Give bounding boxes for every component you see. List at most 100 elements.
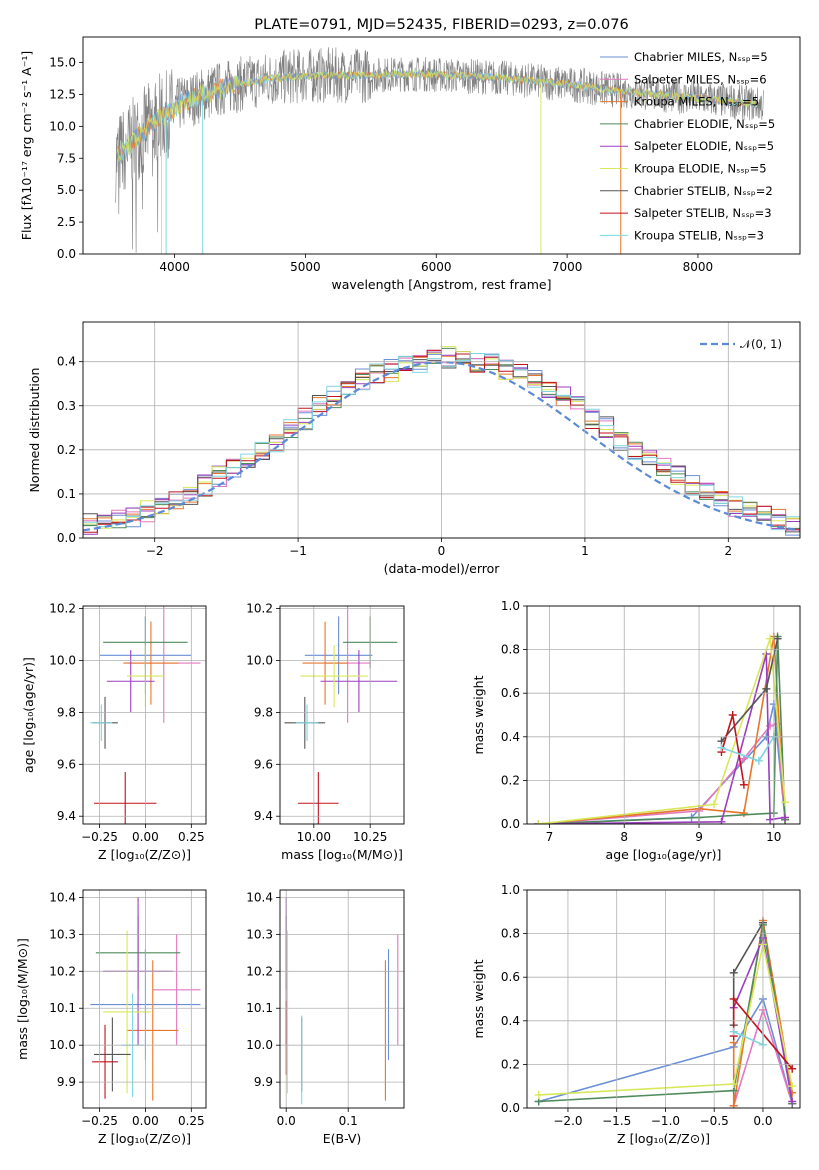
y-tick-label: 2.5 — [57, 215, 76, 229]
plot-area — [115, 47, 764, 254]
x-tick-label: 0.25 — [178, 1114, 205, 1128]
x-tick-label: 6000 — [421, 260, 452, 274]
y-tick-label: 9.4 — [57, 809, 76, 823]
x-tick-label: 0.0 — [277, 1114, 296, 1128]
y-tick-label: 10.0 — [49, 119, 76, 133]
panel-5: −0.25 0.00 0.25 9.9 10.0 10.1 10.2 10.3 10.4 Z [l… — [15, 889, 207, 1146]
y-tick-label: 9.8 — [254, 705, 273, 719]
y-tick-label: 9.4 — [254, 809, 273, 823]
x-tick-label: 9 — [695, 830, 703, 844]
y-tick-label: 5.0 — [57, 183, 76, 197]
x-axis-label: Z [log₁₀(Z/Z⊙)] — [98, 1131, 191, 1146]
legend-entry: 𝒩(0, 1) — [740, 337, 782, 351]
x-tick-label: −1.5 — [602, 1114, 631, 1128]
axes-frame — [82, 36, 801, 255]
legend-entry: Kroupa STELIB, Nₛₛₚ=3 — [634, 228, 764, 242]
mass-weight-line — [538, 636, 786, 824]
plot-area — [534, 632, 790, 824]
y-axis-label: mass weight — [471, 675, 486, 754]
x-tick-label: 10.25 — [353, 830, 387, 844]
y-tick-label: 0.0 — [57, 531, 76, 545]
legend-entry: Chabrier MILES, Nₛₛₚ=5 — [634, 50, 768, 64]
legend: Chabrier MILES, Nₛₛₚ=5 Salpeter MILES, Nₛ… — [600, 50, 775, 242]
x-tick-label: 1 — [581, 544, 589, 558]
y-tick-label: 9.6 — [254, 757, 273, 771]
y-tick-label: 10.4 — [49, 890, 76, 904]
y-tick-label: 0.2 — [57, 443, 76, 457]
y-tick-label: 9.9 — [57, 1075, 76, 1089]
y-tick-label: 0.1 — [57, 487, 76, 501]
legend-entry: Kroupa MILES, Nₛₛₚ=5 — [634, 95, 759, 109]
y-tick-label: 15.0 — [49, 56, 76, 70]
x-tick-label: 2 — [724, 544, 732, 558]
x-tick-label: −2 — [146, 544, 164, 558]
y-tick-label: 0.3 — [57, 399, 76, 413]
axes-frame — [279, 889, 405, 1109]
x-tick-label: 0.25 — [178, 830, 205, 844]
x-axis-label: (data-model)/error — [384, 561, 501, 576]
x-tick-label: −1.0 — [651, 1114, 680, 1128]
x-tick-label: 7 — [546, 830, 554, 844]
plot-area — [285, 897, 399, 1105]
model-spectrum-line — [116, 69, 758, 162]
x-tick-label: 8000 — [683, 260, 714, 274]
y-axis-label: Normed distribution — [27, 368, 42, 493]
legend-entry: Chabrier STELIB, Nₛₛₚ=2 — [634, 184, 773, 198]
mass-weight-line — [538, 636, 786, 824]
x-tick-label: 0.00 — [132, 1114, 159, 1128]
y-tick-label: 12.5 — [49, 87, 76, 101]
x-axis-label: wavelength [Angstrom, rest frame] — [331, 277, 551, 292]
legend-entry: Kroupa ELODIE, Nₛₛₚ=5 — [634, 162, 767, 176]
x-tick-label: −1 — [289, 544, 307, 558]
x-tick-label: 4000 — [159, 260, 190, 274]
mass-weight-line — [538, 722, 786, 824]
x-tick-label: 0 — [438, 544, 446, 558]
y-tick-label: 0.2 — [501, 773, 520, 787]
mass-weight-line — [538, 653, 786, 824]
x-tick-label: −0.25 — [81, 830, 118, 844]
x-tick-label: 0.1 — [339, 1114, 358, 1128]
y-tick-label: 0.6 — [501, 970, 520, 984]
y-axis-label: mass [log₁₀(M/M⊙)] — [15, 938, 30, 1060]
y-tick-label: 0.6 — [501, 686, 520, 700]
chart-title: PLATE=0791, MJD=52435, FIBERID=0293, z=0… — [254, 17, 628, 33]
y-axis-label: age [log₁₀(age/yr)] — [21, 657, 36, 773]
y-tick-label: 9.9 — [254, 1075, 273, 1089]
axes-frame — [82, 889, 207, 1109]
x-tick-label: −2.0 — [553, 1114, 582, 1128]
x-tick-label: 0.0 — [753, 1114, 772, 1128]
y-tick-label: 10.3 — [49, 927, 76, 941]
y-tick-label: 7.5 — [57, 151, 76, 165]
panel-2: −0.25 0.00 0.25 9.4 9.6 9.8 10.0 10.2 Z [log₁₀(Z… — [21, 602, 207, 862]
legend-entry: Salpeter MILES, Nₛₛₚ=6 — [634, 72, 767, 86]
axes-frame — [526, 889, 801, 1109]
y-tick-label: 10.2 — [49, 602, 76, 616]
y-tick-label: 0.4 — [501, 1014, 520, 1028]
y-tick-label: 10.0 — [246, 654, 273, 668]
x-tick-label: 10 — [766, 830, 781, 844]
y-tick-label: 1.0 — [501, 599, 520, 613]
panel-6: 0.0 0.1 9.9 10.0 10.1 10.2 10.3 10.4 E(B-V) — [246, 889, 405, 1146]
x-tick-label: 0.00 — [132, 830, 159, 844]
y-tick-label: 0.0 — [501, 817, 520, 831]
y-tick-label: 1.0 — [501, 883, 520, 897]
axes-frame — [526, 605, 801, 825]
x-tick-label: 5000 — [290, 260, 321, 274]
axes-frame — [279, 605, 405, 825]
y-tick-label: 0.4 — [57, 355, 76, 369]
panel-3: 10.00 10.25 9.4 9.6 9.8 10.0 10.2 mass [log₁₀(M… — [246, 602, 405, 862]
x-tick-label: 8 — [620, 830, 628, 844]
y-tick-label: 10.1 — [246, 1001, 273, 1015]
plot-area — [534, 916, 797, 1108]
y-tick-label: 0.2 — [501, 1057, 520, 1071]
mass-weight-line — [538, 638, 786, 824]
x-tick-label: 10.00 — [297, 830, 331, 844]
y-tick-label: 9.6 — [57, 757, 76, 771]
y-axis-label: mass weight — [471, 959, 486, 1038]
y-tick-label: 10.3 — [246, 927, 273, 941]
y-tick-label: 0.4 — [501, 730, 520, 744]
y-tick-label: 10.4 — [246, 890, 273, 904]
y-tick-label: 10.2 — [246, 964, 273, 978]
panel-0: 4000 5000 6000 7000 8000 0.0 2.5 5.0 7.5 10.0 12.5… — [19, 17, 801, 292]
